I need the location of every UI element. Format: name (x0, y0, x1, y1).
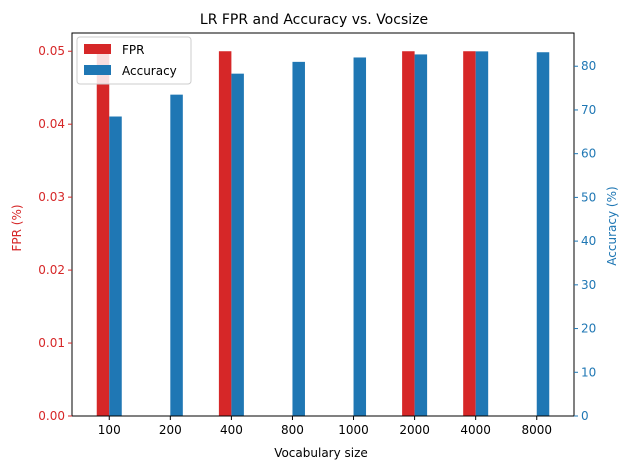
bar-fpr-2000 (402, 51, 415, 417)
bar-fpr-100 (96, 51, 110, 417)
y-left-tick-label-1: 0.01 (38, 336, 65, 350)
x-tick-label-800: 800 (281, 423, 304, 437)
chart-title: LR FPR and Accuracy vs. Vocsize (200, 12, 428, 28)
x-axis-label: Vocabulary size (274, 446, 368, 460)
y-right-tick-label-3: 30 (581, 278, 596, 292)
y-left-tick-label-2: 0.02 (38, 263, 65, 277)
bar-accuracy-100 (109, 116, 122, 416)
y-right-tick-label-5: 50 (581, 190, 596, 204)
y-axis-left-label: FPR (%) (10, 204, 24, 251)
bar-accuracy-2000 (414, 54, 428, 417)
y-axis-right-label: Accuracy (%) (605, 186, 619, 265)
bars-layer (96, 51, 550, 417)
x-tick-label-200: 200 (159, 423, 182, 437)
bar-accuracy-200 (170, 94, 183, 417)
x-tick-label-8000: 8000 (521, 423, 552, 437)
y-right-tick-label-7: 70 (581, 103, 596, 117)
y-right-tick-label-6: 60 (581, 147, 596, 161)
x-tick-label-100: 100 (98, 423, 121, 437)
legend-label-accuracy: Accuracy (122, 64, 177, 78)
bar-accuracy-4000 (475, 51, 489, 417)
y-right-tick-label-8: 80 (581, 59, 596, 73)
bar-accuracy-800 (292, 61, 305, 417)
y-right-tick-label-2: 20 (581, 322, 596, 336)
y-right-tick-label-1: 10 (581, 365, 596, 379)
x-tick-label-1000: 1000 (338, 423, 369, 437)
legend: FPR Accuracy (76, 36, 192, 85)
bar-accuracy-8000 (536, 52, 550, 417)
x-tick-label-4000: 4000 (460, 423, 491, 437)
y-left-tick-label-0: 0.00 (38, 409, 65, 423)
y-left-tick-label-5: 0.05 (38, 44, 65, 58)
x-tick-label-400: 400 (220, 423, 243, 437)
y-left-tick-label-4: 0.04 (38, 117, 65, 131)
axes-layer: 100 200 400 800 1000 2000 4000 80000.000.010.02… (38, 32, 596, 437)
legend-swatch-accuracy (84, 65, 111, 75)
x-tick-label-2000: 2000 (399, 423, 430, 437)
plot-frame (71, 32, 575, 417)
bar-accuracy-400 (231, 73, 244, 416)
bar-fpr-4000 (463, 51, 476, 417)
bar-accuracy-1000 (353, 57, 367, 416)
bar-fpr-400 (218, 51, 232, 417)
y-right-tick-label-0: 0 (581, 409, 589, 423)
y-left-tick-label-3: 0.03 (38, 190, 65, 204)
legend-swatch-fpr (84, 44, 111, 54)
y-right-tick-label-4: 40 (581, 234, 596, 248)
legend-label-fpr: FPR (122, 43, 144, 57)
